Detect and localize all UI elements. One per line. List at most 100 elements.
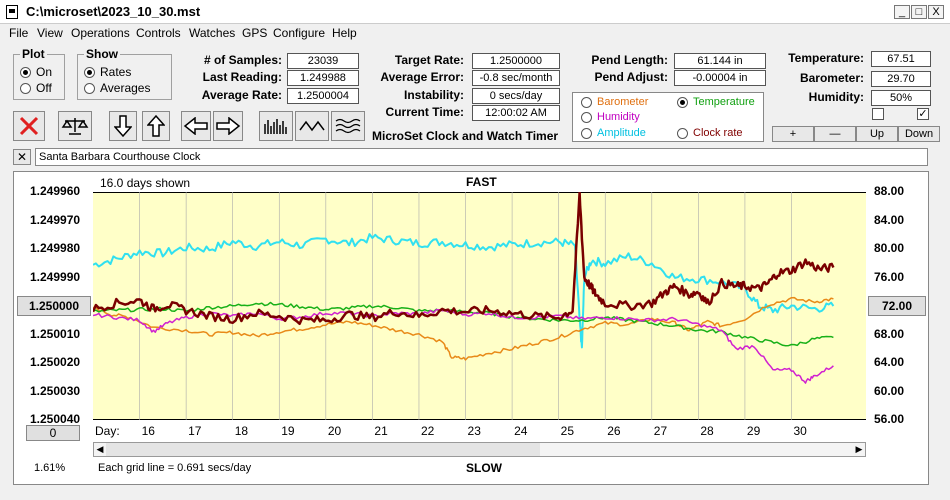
option-humidity[interactable]: Humidity [581,111,640,123]
menu-configure[interactable]: Configure [273,26,326,40]
y-right-tick: 68.00 [874,326,905,341]
bar-graph-button[interactable] [259,111,293,141]
y-right-tick: 84.00 [874,212,905,227]
menu-view[interactable]: View [37,26,63,40]
title-bar: C:\microset\2023_10_30.mst _ □ X [0,0,950,24]
maximize-button[interactable]: □ [911,5,927,19]
percent-label: 1.61% [34,462,66,474]
x-tick-label: 26 [607,424,621,438]
plot-area [93,192,866,420]
zoom-in-button[interactable]: + [772,126,814,142]
clear-name-button[interactable]: ✕ [13,149,31,165]
y-left-tick: 1.249990 [30,269,81,284]
y-left-tick: 1.249980 [30,241,81,255]
cancel-button[interactable] [13,111,45,141]
plot-on-radio[interactable]: On [20,65,52,79]
option-amplitude[interactable]: Amplitude [581,127,646,139]
center-rate-button[interactable]: 1.250000 [17,296,91,316]
series-amplitude [93,233,835,349]
y-right-tick: 80.00 [874,241,905,255]
plot-off-radio[interactable]: Off [20,81,52,95]
offset-button[interactable]: 0 [26,425,80,441]
current-time-label: Current Time: [385,105,464,119]
option-temperature[interactable]: Temperature [677,96,755,108]
radio-dot [20,66,31,78]
show-group: Show Rates Averages [77,47,172,100]
menu-gps[interactable]: GPS [242,26,268,40]
x-tick-label: 30 [793,424,807,438]
show-group-label: Show [84,47,120,61]
option-amplitude-label: Amplitude [597,127,646,139]
show-averages-label: Averages [100,81,151,95]
arrow-right-button[interactable] [213,111,243,141]
average-error-label: Average Error: [380,70,464,84]
option-barometer[interactable]: Barometer [581,96,648,108]
menu-watches[interactable]: Watches [189,26,236,40]
option-clock-rate[interactable]: Clock rate [677,127,743,139]
x-tick-label: 22 [420,424,435,438]
y-right-tick: 88.00 [874,184,905,198]
pend-adjust-value[interactable]: -0.00004 in [674,70,766,86]
scroll-thumb[interactable] [106,443,540,456]
balance-icon [61,118,89,135]
radio-dot [20,82,31,94]
menu-controls[interactable]: Controls [136,26,181,40]
scroll-left-icon[interactable]: ◀ [96,444,104,454]
menu-file[interactable]: File [9,26,29,40]
chart-scrollbar[interactable]: ◀ ▶ [93,442,866,457]
center-temp-button[interactable]: 72.00 [868,296,926,316]
radio-dot [581,96,592,108]
scroll-right-icon[interactable]: ▶ [855,444,863,454]
pend-length-value[interactable]: 61.144 in [674,53,766,69]
x-tick-label: 16 [141,424,155,438]
wave-button[interactable] [295,111,329,141]
average-rate-label: Average Rate: [201,88,282,102]
y-right-tick: 76.00 [874,269,905,284]
y-right-tick: 56.00 [874,412,905,426]
menu-operations[interactable]: Operations [71,26,130,40]
pend-adjust-label: Pend Adjust: [594,70,668,84]
x-tick-label: 27 [653,424,668,438]
days-shown-label: 16.0 days shown [100,176,191,190]
option-humidity-label: Humidity [597,111,640,123]
close-button[interactable]: X [928,5,944,19]
y-left-tick: 1.249960 [30,184,81,198]
minimize-button[interactable]: _ [894,5,910,19]
arrow-up-button[interactable] [142,111,170,141]
zoom-out-button[interactable]: — [814,126,856,142]
last-reading-value: 1.249988 [287,70,359,86]
x-tick-label: 20 [327,424,342,438]
instability-label: Instability: [403,88,464,102]
option-barometer-label: Barometer [597,96,649,108]
x-tick-label: 28 [700,424,714,438]
target-rate-label: Target Rate: [394,53,464,67]
option-temperature-label: Temperature [693,96,755,108]
x-tick-label: 29 [746,424,761,438]
menu-help[interactable]: Help [332,26,357,40]
show-averages-radio[interactable]: Averages [84,81,150,95]
arrow-left-button[interactable] [181,111,211,141]
option-clock-rate-label: Clock rate [693,127,743,139]
app-icon [6,5,18,19]
radio-dot [677,96,688,108]
series-barometer [93,296,834,361]
scroll-up-button[interactable]: Up [856,126,898,142]
show-rates-radio[interactable]: Rates [84,65,131,79]
clock-name-field[interactable]: Santa Barbara Courthouse Clock [35,148,928,166]
samples-label: # of Samples: [203,53,282,67]
chart-svg [93,192,835,420]
arrow-down-button[interactable] [109,111,137,141]
menu-bar: File View Operations Controls Watches GP… [0,24,950,42]
x-tick-label: 25 [560,424,575,438]
checkbox-2[interactable]: ✓ [917,108,929,120]
last-reading-label: Last Reading: [202,70,282,84]
balance-button[interactable] [58,111,92,141]
barometer-value: 29.70 [871,71,931,87]
multi-wave-button[interactable] [331,111,365,141]
y-right-tick: 64.00 [874,355,905,369]
temperature-value: 67.51 [871,51,931,67]
target-rate-value[interactable]: 1.2500000 [472,53,560,69]
series-clock-rate [93,192,835,326]
checkbox-1[interactable] [872,108,884,120]
scroll-down-button[interactable]: Down [898,126,940,142]
